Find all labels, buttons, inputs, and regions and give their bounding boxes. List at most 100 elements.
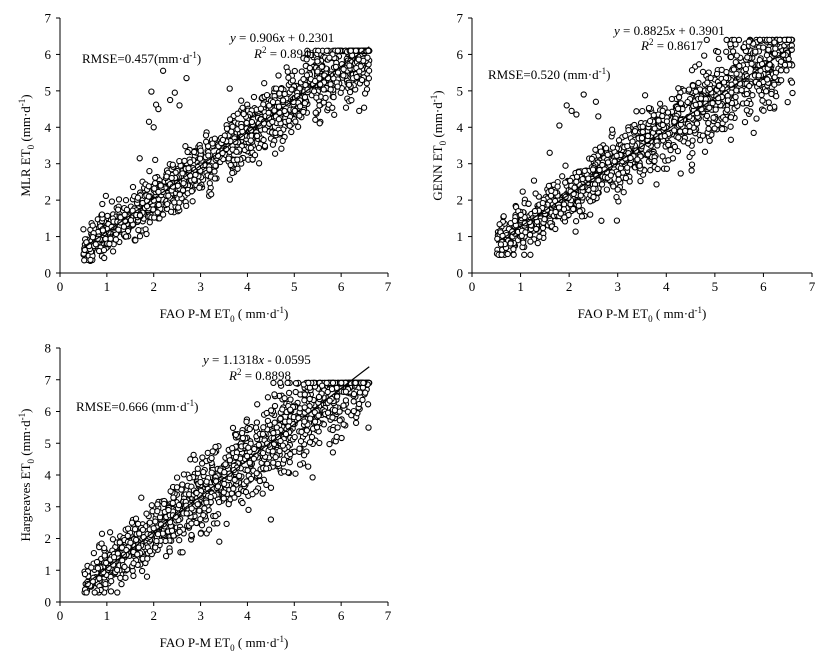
data-point <box>655 117 662 124</box>
data-point <box>315 393 323 401</box>
data-point <box>159 67 167 74</box>
data-point <box>247 137 254 144</box>
x-tick-label: 7 <box>385 279 392 294</box>
data-point <box>340 402 347 409</box>
data-point <box>243 418 250 425</box>
data-point <box>634 156 641 163</box>
data-point <box>251 151 259 159</box>
data-point <box>300 76 307 83</box>
data-point <box>332 63 340 71</box>
data-point <box>755 72 762 79</box>
data-point <box>234 110 241 117</box>
data-point <box>260 424 267 431</box>
data-point <box>115 196 123 203</box>
data-point <box>271 391 278 398</box>
y-tick-label: 7 <box>45 372 52 387</box>
data-point <box>578 213 586 220</box>
data-point <box>300 452 308 459</box>
data-point <box>326 397 333 404</box>
data-point <box>153 537 160 545</box>
data-point <box>300 108 307 116</box>
data-point <box>211 135 218 142</box>
data-point <box>759 97 766 104</box>
data-point <box>613 193 620 201</box>
data-point <box>308 433 316 441</box>
x-tick-label: 1 <box>104 608 111 623</box>
data-point <box>556 122 563 129</box>
data-point <box>674 105 682 112</box>
data-point <box>263 465 270 472</box>
data-point <box>713 70 721 78</box>
y-tick-label: 4 <box>457 120 464 135</box>
y-tick-label: 5 <box>457 83 464 98</box>
data-point <box>665 141 672 149</box>
data-point <box>715 82 723 89</box>
data-point <box>107 235 114 242</box>
y-tick-label: 6 <box>457 47 464 62</box>
data-point <box>587 198 594 205</box>
data-point <box>229 445 236 452</box>
data-point <box>539 224 547 232</box>
data-point <box>276 90 283 97</box>
data-point <box>365 67 373 74</box>
data-point <box>208 469 215 476</box>
data-point <box>671 143 679 151</box>
regression-line <box>83 46 370 249</box>
data-point <box>291 107 298 115</box>
data-point <box>286 418 293 425</box>
data-point <box>572 218 580 225</box>
data-point <box>724 106 731 113</box>
data-point <box>360 104 368 111</box>
data-point <box>581 167 588 175</box>
data-point <box>90 549 98 557</box>
data-point <box>346 62 353 69</box>
x-tick-label: 4 <box>663 279 670 294</box>
data-point <box>104 212 111 220</box>
x-tick-label: 7 <box>809 279 816 294</box>
r-squared-label: R2 = 0.8898 <box>228 367 291 383</box>
data-point <box>249 491 256 498</box>
data-point <box>246 459 253 466</box>
x-tick-label: 2 <box>150 608 157 623</box>
data-point <box>89 234 97 241</box>
data-point <box>229 123 236 130</box>
data-point <box>128 519 136 526</box>
data-point <box>361 90 369 97</box>
data-point <box>243 119 250 127</box>
data-point <box>306 395 313 403</box>
data-point <box>211 175 219 182</box>
data-point <box>113 566 121 574</box>
data-point <box>175 204 182 211</box>
data-point <box>762 88 770 95</box>
data-point <box>229 424 237 432</box>
data-point <box>89 222 96 229</box>
data-point <box>202 132 210 139</box>
data-point <box>101 254 108 262</box>
data-point <box>176 102 183 109</box>
data-point <box>183 202 190 210</box>
x-tick-label: 2 <box>566 279 573 294</box>
data-point <box>637 177 644 185</box>
data-point <box>496 221 503 228</box>
data-point <box>106 529 114 536</box>
data-point <box>651 157 658 165</box>
data-point <box>580 91 587 98</box>
hargreaves-scatter-panel: 0 1 2 3 4 5 6 7 0 1 2 3 4 5 6 7 8 y = 1.1318x - 0.0595R2 … <box>17 341 392 654</box>
data-point <box>613 152 620 159</box>
data-point <box>123 206 131 213</box>
data-point <box>519 188 526 195</box>
data-point <box>631 128 639 135</box>
data-point <box>329 449 337 456</box>
data-point <box>338 434 345 442</box>
data-point <box>304 51 311 58</box>
data-point <box>154 209 161 216</box>
data-point <box>610 183 617 190</box>
x-axis-title: FAO P-M ET0 ( mm·d-1) <box>160 634 289 653</box>
data-point <box>311 409 318 416</box>
data-point <box>647 167 654 174</box>
data-point <box>365 424 372 431</box>
data-point <box>667 146 674 154</box>
data-point <box>622 174 630 182</box>
data-point <box>277 415 284 422</box>
